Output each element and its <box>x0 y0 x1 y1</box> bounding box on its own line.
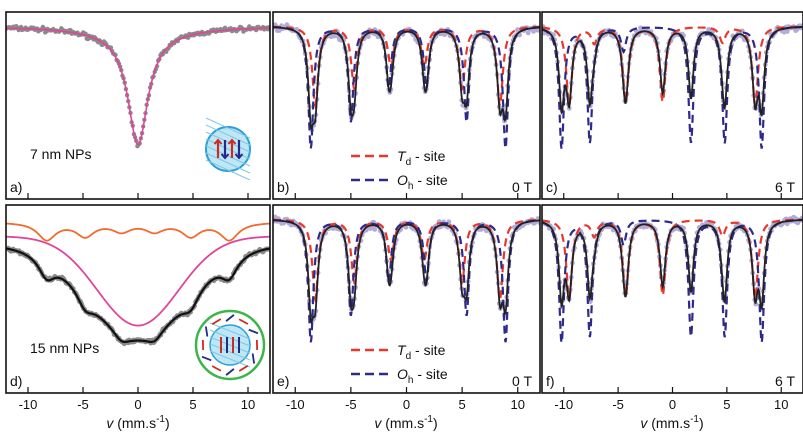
oh-site-curve <box>273 218 540 343</box>
field-label: 6 T <box>775 179 795 195</box>
legend-entry: Td - site <box>397 342 446 362</box>
x-tick-label: -5 <box>77 397 89 412</box>
relaxation-curve <box>6 235 270 327</box>
panel-tag: d) <box>10 373 22 389</box>
data-point <box>587 299 593 305</box>
total-fit-curve <box>542 26 803 117</box>
total-fit-curve <box>273 219 540 324</box>
data-point <box>525 30 531 36</box>
legend: Td - site Oh - site <box>351 148 448 192</box>
x-axis-label-b: v (mm.s-1) <box>374 414 437 431</box>
x-tick-label: -10 <box>554 397 573 412</box>
surface-sextet-curve <box>6 222 270 242</box>
data-point <box>372 227 378 232</box>
total-fit-curve <box>273 26 540 131</box>
panel-tag: e) <box>277 373 289 389</box>
panel-tag: f) <box>546 373 555 389</box>
sample-annotation: 7 nm NPs <box>30 146 91 162</box>
legend: Td - site Oh - site <box>351 342 448 386</box>
x-tick-label: 10 <box>774 397 788 412</box>
x-tick-label: 0 <box>669 397 676 412</box>
fit-curve <box>6 27 270 146</box>
panel-tag: c) <box>546 179 558 195</box>
panel-b: b) 0 T Td - site Oh - site <box>272 11 541 200</box>
x-tick-label: 5 <box>723 397 730 412</box>
x-tick-label: -5 <box>612 397 624 412</box>
data-point <box>331 33 337 39</box>
panel-e: -10 -5 0 5 10 e) 0 T Td - site Oh - site <box>272 204 541 412</box>
panel-c: c) 6 T <box>541 11 803 200</box>
panel-tag: b) <box>277 179 289 195</box>
oh-site-curve <box>273 25 540 149</box>
td-site-curve <box>542 25 803 110</box>
x-tick-label: 5 <box>189 397 196 412</box>
oh-site-curve <box>542 218 803 344</box>
field-label: 0 T <box>512 179 532 195</box>
x-tick-label: 10 <box>241 397 255 412</box>
x-tick-label: -10 <box>286 397 305 412</box>
legend-entry: Oh - site <box>397 172 448 192</box>
x-tick-label: 5 <box>459 397 466 412</box>
core-spin-sphere-icon <box>205 117 251 181</box>
total-fit-curve <box>542 219 803 310</box>
data-point <box>784 29 790 34</box>
x-tick-label: -10 <box>19 397 38 412</box>
x-tick-label: 10 <box>511 397 525 412</box>
data-point <box>366 34 371 40</box>
panel-d: -10 -5 0 5 10 d) 15 nm NPs <box>5 204 271 412</box>
sample-annotation: 15 nm NPs <box>30 340 99 356</box>
field-label: 6 T <box>775 373 795 389</box>
x-tick-label: 0 <box>403 397 410 412</box>
x-tick-label: 0 <box>134 397 141 412</box>
panel-tag: a) <box>10 179 22 195</box>
legend-entry: Oh - site <box>397 366 448 386</box>
x-axis-label-c: v (mm.s-1) <box>640 414 703 431</box>
total-fit-curve <box>6 247 270 344</box>
x-axis-label-a: v (mm.s-1) <box>106 414 169 431</box>
x-tick-label: -5 <box>345 397 357 412</box>
td-site-curve <box>273 25 540 110</box>
field-label: 0 T <box>512 373 532 389</box>
core-shell-spin-sphere-icon <box>194 309 266 381</box>
panel-f: -10 -5 0 5 10 f) 6 T <box>541 204 803 412</box>
legend-entry: Td - site <box>397 148 446 168</box>
panel-a: a) 7 nm NPs <box>5 11 271 200</box>
